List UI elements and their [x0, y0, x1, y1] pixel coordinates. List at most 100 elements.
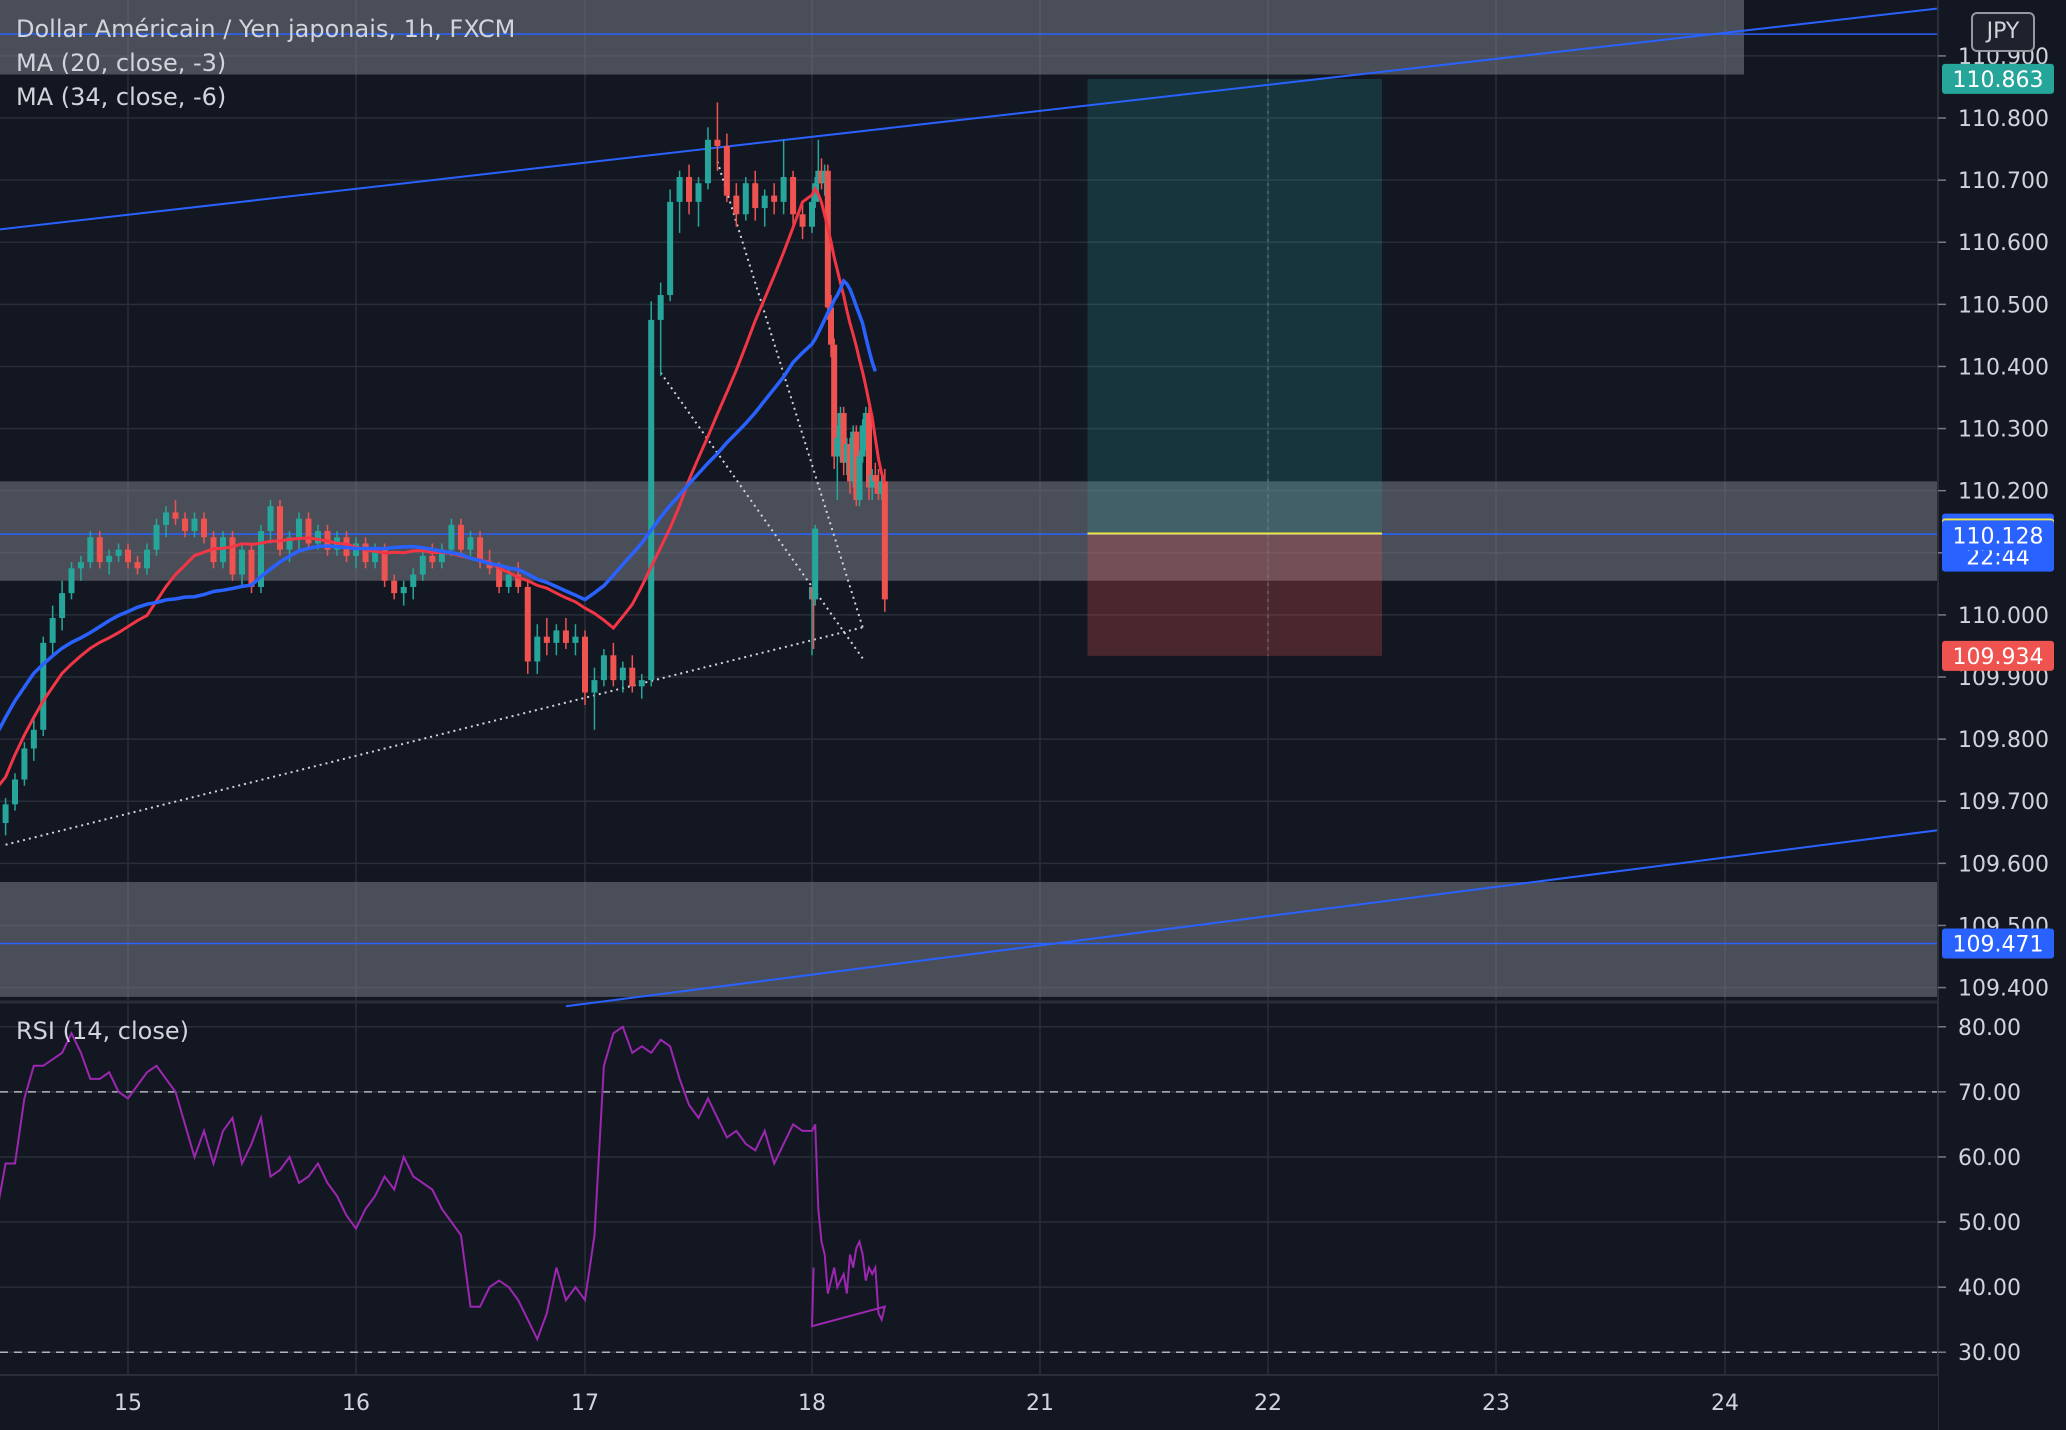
candle-body — [115, 549, 122, 556]
candle — [878, 475, 885, 500]
candle — [21, 742, 28, 786]
candle-body — [144, 549, 150, 569]
candle-body — [761, 195, 768, 209]
price-tag-label: 110.128 — [1953, 524, 2044, 549]
candle-body — [381, 549, 388, 581]
candle — [553, 624, 560, 656]
price-tag — [1942, 63, 2054, 94]
candle — [362, 537, 369, 569]
candle-body — [828, 307, 834, 345]
candle-body — [875, 481, 882, 494]
candle — [667, 189, 674, 302]
candle-body — [866, 413, 872, 488]
candle — [2, 798, 9, 836]
candle — [881, 468, 888, 612]
price-tick-label: 109.600 — [1958, 852, 2049, 877]
candle — [400, 580, 407, 606]
candle-body — [515, 574, 522, 587]
ma34-legend[interactable]: MA (34, close, -6) — [16, 83, 227, 111]
candle-body — [12, 779, 18, 805]
candle-body — [286, 537, 293, 550]
candle — [229, 531, 236, 581]
candle — [448, 518, 455, 556]
candle-body — [372, 549, 379, 563]
candle — [267, 500, 274, 544]
candle-body — [438, 549, 445, 563]
candle-body — [524, 586, 531, 662]
candle-body — [818, 170, 825, 184]
candle-body — [68, 568, 75, 594]
sr-zone — [0, 481, 1991, 581]
candle-body — [853, 431, 860, 500]
sr-zone — [0, 881, 2001, 997]
rsi-tick-label: 30.00 — [1958, 1341, 2021, 1366]
candle-body — [591, 680, 598, 693]
candle-body — [457, 524, 464, 550]
right-axis-bg — [1938, 0, 2066, 1430]
candle — [834, 425, 841, 500]
candle — [419, 549, 426, 581]
long-position-tool[interactable] — [1087, 78, 1383, 656]
rsi-tick-label: 60.00 — [1958, 1146, 2021, 1171]
currency-badge[interactable]: JPY — [1971, 12, 2035, 52]
candle-body — [429, 555, 436, 563]
time-tick-label: 23 — [1482, 1391, 1510, 1416]
candle-body — [77, 562, 84, 569]
candle-body — [553, 630, 560, 643]
pattern-line — [659, 372, 864, 659]
candle-body — [859, 425, 866, 457]
candle — [391, 574, 398, 600]
candle — [201, 512, 207, 544]
candle-body — [362, 543, 369, 563]
candle — [163, 506, 169, 538]
candle — [296, 512, 302, 550]
candle — [752, 170, 759, 221]
candle — [723, 133, 730, 202]
candle-body — [856, 456, 863, 500]
candle-body — [248, 549, 255, 587]
time-tick-label: 22 — [1254, 1391, 1282, 1416]
candle — [657, 282, 664, 376]
candle — [840, 406, 847, 476]
candle — [619, 661, 626, 693]
candle — [812, 177, 819, 209]
candle — [850, 425, 857, 488]
rsi-pane — [0, 1025, 1938, 1353]
trend-lines[interactable] — [0, 0, 2066, 1008]
candle — [821, 164, 828, 196]
candle — [543, 618, 550, 656]
candle-body — [695, 183, 702, 202]
candle — [87, 531, 94, 569]
candle — [799, 201, 806, 240]
rsi-legend[interactable]: RSI (14, close) — [16, 1017, 189, 1045]
candle-body — [847, 444, 853, 482]
candle-body — [812, 528, 819, 600]
candle-body — [258, 531, 264, 587]
candle-body — [400, 586, 407, 594]
candle-body — [467, 537, 474, 550]
ma20-legend[interactable]: MA (20, close, -3) — [16, 49, 227, 77]
candle-body — [881, 481, 888, 600]
rsi-tick-label: 40.00 — [1958, 1276, 2021, 1301]
candle — [134, 555, 141, 575]
candle-body — [419, 555, 426, 575]
candle — [771, 183, 778, 215]
price-tick-label: 110.300 — [1958, 418, 2049, 443]
candle — [648, 301, 655, 687]
candle-body — [163, 512, 169, 525]
candle-body — [742, 183, 749, 215]
candle-body — [134, 562, 141, 569]
candle — [40, 636, 47, 737]
candle — [812, 524, 819, 606]
candle-body — [657, 295, 664, 320]
candle — [638, 673, 645, 699]
support-resistance-zones[interactable] — [0, 0, 2001, 997]
candle — [869, 468, 876, 500]
candle — [600, 649, 607, 687]
price-tag-label: 110.863 — [1953, 68, 2044, 93]
channel-line — [0, 0, 2022, 231]
candle — [704, 127, 711, 190]
candle — [457, 518, 464, 556]
